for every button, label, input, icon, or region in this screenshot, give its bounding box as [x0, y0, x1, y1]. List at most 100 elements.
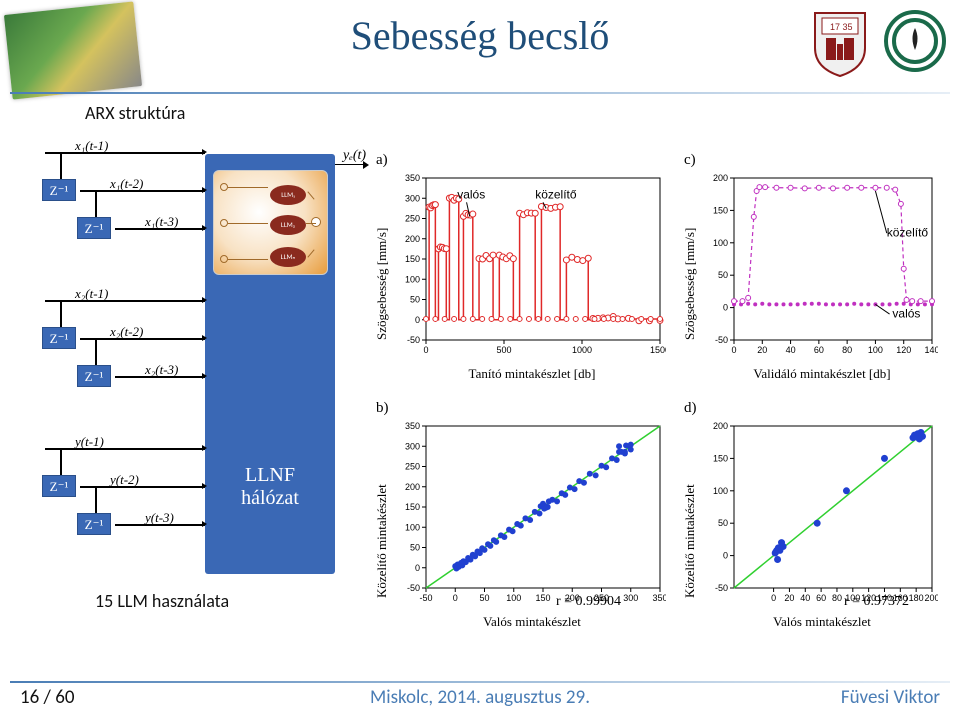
- svg-text:0: 0: [423, 345, 428, 355]
- panel-d-label: d): [684, 400, 697, 417]
- panel-d-r: r = 0.97372: [844, 594, 909, 610]
- svg-text:150: 150: [535, 593, 550, 603]
- svg-text:17 35: 17 35: [830, 22, 853, 32]
- svg-text:100: 100: [405, 522, 420, 532]
- delay-block: Z⁻¹: [42, 179, 76, 201]
- panel-c-label: c): [684, 152, 696, 169]
- chart-b: -50050100150200250300350-500501001502002…: [398, 420, 666, 610]
- svg-text:150: 150: [713, 205, 728, 215]
- llm1: LLM₁: [270, 185, 306, 205]
- charts: a) Szögsebesség [mm/s] 050010001500-5005…: [366, 160, 946, 660]
- svg-text:100: 100: [713, 238, 728, 248]
- svg-text:100: 100: [405, 274, 420, 284]
- svg-text:50: 50: [718, 270, 728, 280]
- svg-text:500: 500: [496, 345, 511, 355]
- chart-d: 020406080100120140160180200-500501001502…: [706, 420, 938, 610]
- svg-text:50: 50: [718, 518, 728, 528]
- svg-text:50: 50: [479, 593, 489, 603]
- svg-text:350: 350: [405, 173, 420, 183]
- crest-logo: 17 35: [810, 8, 870, 78]
- svg-text:0: 0: [453, 593, 458, 603]
- lolimot-inset: LLM₁ LLM₂ LLMₙ: [213, 170, 328, 275]
- svg-text:0: 0: [731, 345, 736, 355]
- svg-text:valós: valós: [457, 187, 485, 201]
- footer-divider: [10, 681, 950, 683]
- svg-text:20: 20: [757, 345, 767, 355]
- svg-text:200: 200: [405, 482, 420, 492]
- svg-text:180: 180: [909, 593, 924, 603]
- panel-c: c) Szögsebesség [mm/s] 02040608010012014…: [684, 160, 940, 390]
- svg-text:100: 100: [713, 486, 728, 496]
- svg-text:200: 200: [924, 593, 938, 603]
- svg-text:0: 0: [415, 315, 420, 325]
- svg-text:50: 50: [410, 543, 420, 553]
- svg-text:0: 0: [723, 551, 728, 561]
- panel-b: b) Közelítő mintakészlet -50050100150200…: [376, 408, 666, 638]
- svg-text:0: 0: [415, 563, 420, 573]
- panel-c-xlabel: Validáló mintakészlet [db]: [706, 366, 938, 382]
- footer-author: Füvesi Viktor: [841, 686, 940, 709]
- svg-text:150: 150: [713, 453, 728, 463]
- panel-d: d) Közelítő mintakészlet 020406080100120…: [684, 408, 940, 638]
- llnf-label: LLNF hálózat: [205, 464, 335, 510]
- svg-text:0: 0: [723, 303, 728, 313]
- panel-b-xlabel: Valós mintakészlet: [398, 614, 666, 630]
- svg-text:1000: 1000: [572, 345, 592, 355]
- svg-text:valós: valós: [892, 306, 920, 320]
- svg-text:150: 150: [405, 502, 420, 512]
- svg-text:60: 60: [816, 593, 826, 603]
- llm2: LLM₂: [270, 215, 306, 235]
- svg-text:80: 80: [842, 345, 852, 355]
- svg-text:100: 100: [506, 593, 521, 603]
- delay-block: Z⁻¹: [77, 365, 111, 387]
- svg-text:60: 60: [814, 345, 824, 355]
- svg-text:250: 250: [405, 214, 420, 224]
- svg-text:0: 0: [771, 593, 776, 603]
- top-divider: [10, 92, 950, 94]
- panel-a: a) Szögsebesség [mm/s] 050010001500-5005…: [376, 160, 666, 390]
- panel-b-label: b): [376, 400, 389, 417]
- chart-c: 020406080100120140-50050100150200közelít…: [706, 172, 938, 362]
- header: Sebesség becslő 17 35: [0, 0, 960, 90]
- svg-text:20: 20: [784, 593, 794, 603]
- svg-text:80: 80: [832, 593, 842, 603]
- svg-text:közelítő: közelítő: [887, 225, 929, 239]
- svg-text:200: 200: [713, 421, 728, 431]
- svg-text:50: 50: [410, 295, 420, 305]
- delay-block: Z⁻¹: [42, 475, 76, 497]
- svg-text:350: 350: [652, 593, 666, 603]
- svg-text:-50: -50: [715, 583, 728, 593]
- panel-a-ylabel: Szögsebesség [mm/s]: [374, 200, 390, 340]
- panel-a-label: a): [376, 152, 388, 169]
- svg-text:300: 300: [623, 593, 638, 603]
- panel-b-ylabel: Közelítő mintakészlet: [374, 438, 390, 598]
- svg-text:100: 100: [868, 345, 883, 355]
- svg-text:120: 120: [896, 345, 911, 355]
- svg-text:350: 350: [405, 421, 420, 431]
- delay-block: Z⁻¹: [77, 513, 111, 535]
- ring-logo: [884, 10, 946, 72]
- svg-text:200: 200: [405, 234, 420, 244]
- panel-b-r: r = 0.99904: [556, 594, 621, 610]
- svg-text:200: 200: [713, 173, 728, 183]
- output-arrow: [335, 164, 367, 165]
- svg-text:300: 300: [405, 193, 420, 203]
- svg-text:-50: -50: [419, 593, 432, 603]
- llmn: LLMₙ: [270, 247, 306, 267]
- svg-text:140: 140: [924, 345, 938, 355]
- panel-a-xlabel: Tanító mintakészlet [db]: [398, 366, 666, 382]
- svg-text:közelítő: közelítő: [535, 187, 577, 201]
- svg-text:250: 250: [405, 462, 420, 472]
- svg-text:-50: -50: [715, 335, 728, 345]
- footer-center: Miskolc, 2014. augusztus 29.: [0, 686, 960, 709]
- svg-text:40: 40: [786, 345, 796, 355]
- chart-a: 050010001500-50050100150200250300350való…: [398, 172, 666, 362]
- svg-text:40: 40: [800, 593, 810, 603]
- panel-c-ylabel: Szögsebesség [mm/s]: [682, 200, 698, 340]
- svg-text:-50: -50: [407, 335, 420, 345]
- subtitle: ARX struktúra: [85, 102, 185, 124]
- panel-d-ylabel: Közelítő mintakészlet: [682, 438, 698, 598]
- delay-block: Z⁻¹: [77, 217, 111, 239]
- delay-block: Z⁻¹: [42, 327, 76, 349]
- panel-d-xlabel: Valós mintakészlet: [706, 614, 938, 630]
